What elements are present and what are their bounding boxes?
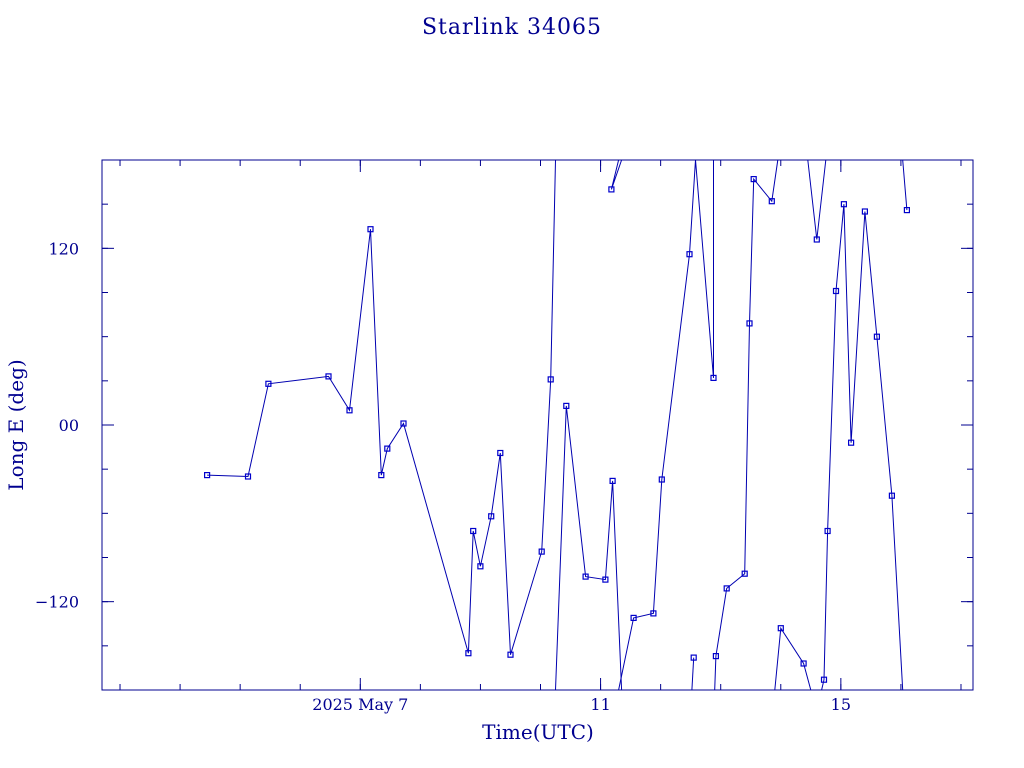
data-point <box>608 186 615 193</box>
data-point <box>832 287 840 295</box>
data-point <box>800 660 807 667</box>
y-axis-label: Long E (deg) <box>4 359 28 490</box>
data-point <box>582 573 589 580</box>
series-line <box>821 204 904 691</box>
data-point <box>204 472 211 479</box>
series-line <box>207 159 556 655</box>
y-tick-label: 00 <box>59 416 79 435</box>
data-point <box>400 420 407 427</box>
data-point <box>507 651 514 658</box>
plot-frame <box>101 159 974 691</box>
data-point <box>346 407 353 414</box>
data-point <box>750 176 757 183</box>
data-point <box>563 402 570 409</box>
data-point <box>547 376 554 383</box>
chart-title: Starlink 34065 <box>421 15 603 40</box>
data-point <box>888 492 896 499</box>
series-layer <box>204 159 911 691</box>
data-point <box>840 201 848 208</box>
data-point <box>265 380 272 387</box>
data-point <box>538 548 545 555</box>
data-point <box>384 445 391 452</box>
series-line <box>691 657 695 691</box>
data-point <box>602 576 609 583</box>
data-point <box>903 207 911 214</box>
tick-labels: 2025 May 7 11 15 120 00 −120 <box>35 239 851 714</box>
data-point <box>820 676 828 683</box>
series-line <box>555 405 623 691</box>
data-point <box>650 610 657 617</box>
data-point <box>746 320 753 327</box>
y-tick-label: −120 <box>35 593 79 612</box>
series-line <box>714 159 779 691</box>
data-point <box>630 614 637 622</box>
data-point <box>723 585 730 592</box>
data-point <box>861 208 869 215</box>
data-point <box>378 472 385 479</box>
data-point <box>497 449 504 457</box>
major-ticks <box>102 160 973 690</box>
x-axis-label: Time(UTC) <box>482 720 594 744</box>
data-point <box>712 652 720 660</box>
x-tick-label: 15 <box>831 695 851 714</box>
series-line <box>774 626 812 691</box>
minor-ticks <box>102 160 973 690</box>
data-point <box>367 226 374 233</box>
data-point <box>658 476 665 483</box>
data-point <box>686 251 693 258</box>
data-point <box>609 477 616 484</box>
data-point <box>244 473 252 480</box>
x-tick-label: 11 <box>590 695 610 714</box>
data-point <box>470 527 477 535</box>
data-point <box>465 650 472 657</box>
y-tick-label: 120 <box>48 239 79 258</box>
data-point <box>710 374 717 381</box>
series-line <box>695 159 714 378</box>
data-point <box>325 373 332 380</box>
data-point <box>768 198 775 205</box>
data-point <box>847 439 855 446</box>
data-point <box>824 527 831 535</box>
data-point <box>488 513 495 520</box>
data-point <box>741 570 748 577</box>
data-point <box>690 654 697 661</box>
x-tick-label: 2025 May 7 <box>312 695 408 714</box>
data-point <box>777 625 784 632</box>
data-point <box>813 236 820 243</box>
data-point <box>477 563 484 570</box>
data-point <box>873 333 881 340</box>
series-line <box>902 159 908 211</box>
series-line <box>610 159 623 190</box>
series-line <box>618 159 696 691</box>
series-line <box>807 159 827 240</box>
